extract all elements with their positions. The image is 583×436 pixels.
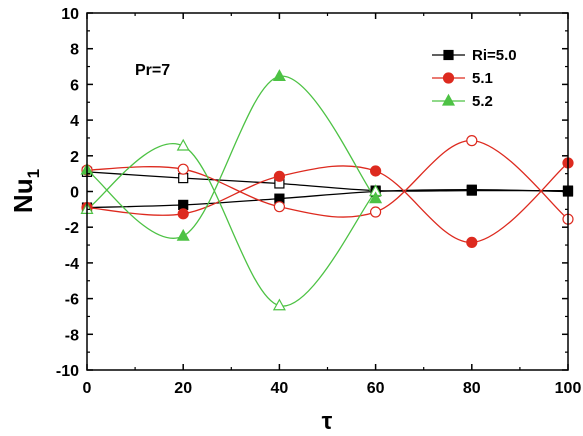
series-3-lower-line [87,75,377,239]
x-tick-label: 80 [463,380,481,397]
series-3-upper-point [272,298,286,311]
y-tick-label: 0 [70,185,79,202]
y-axis-title-subscript: 1 [24,169,43,178]
series-2-lower-point [466,236,478,248]
y-tick-label: -10 [56,363,79,380]
y-tick-label: -8 [65,327,79,344]
series-2-lower-point [273,170,285,182]
y-tick-label: 10 [61,6,79,23]
y-axis-title-main: Nu [8,178,38,213]
legend-marker-1 [443,49,454,61]
x-tick-label: 20 [174,380,192,397]
y-tick-label: -6 [65,292,79,309]
series-1-upper-point [178,173,189,184]
x-axis-title: τ [322,408,333,435]
legend-label-2: 5.1 [472,70,493,87]
series-3-lower-point [272,69,286,81]
y-tick-label: 2 [70,149,79,166]
y-tick-label: 6 [70,77,79,94]
y-tick-label: -2 [65,220,79,237]
series-1-upper-line [87,171,568,192]
series-2-upper-point [273,201,285,213]
legend-label-1: Ri=5.0 [472,47,517,64]
series-1-lower-line [87,189,568,209]
series-3-lower-point [369,191,383,204]
x-tick-label: 100 [555,380,582,397]
series-2-upper-point [466,135,478,147]
x-tick-label: 60 [367,380,385,397]
y-tick-label: 8 [70,42,79,59]
series-1-lower-point [178,199,189,210]
series-2-lower-point [177,208,189,220]
y-tick-label: -4 [65,256,79,273]
series-2-lower-point [370,165,382,177]
series-2-lower-line [87,162,568,244]
legend-label-3: 5.2 [472,93,493,110]
series-3-upper-point [176,138,190,151]
x-tick-label: 0 [83,380,92,397]
annotation-pr: Pr=7 [135,62,170,79]
series-2-upper-line [87,139,568,220]
series-2-upper-point [370,206,382,218]
series-3-lower-point [176,228,190,241]
series-3-upper-line [87,143,377,307]
series-1-lower-point [466,184,477,195]
y-tick-label: 4 [70,113,79,130]
y-axis-title: Nu1 [8,169,43,213]
legend-marker-3 [441,93,456,106]
series-2-upper-point [177,163,189,175]
legend-marker-2 [442,72,455,84]
x-tick-label: 40 [271,380,289,397]
